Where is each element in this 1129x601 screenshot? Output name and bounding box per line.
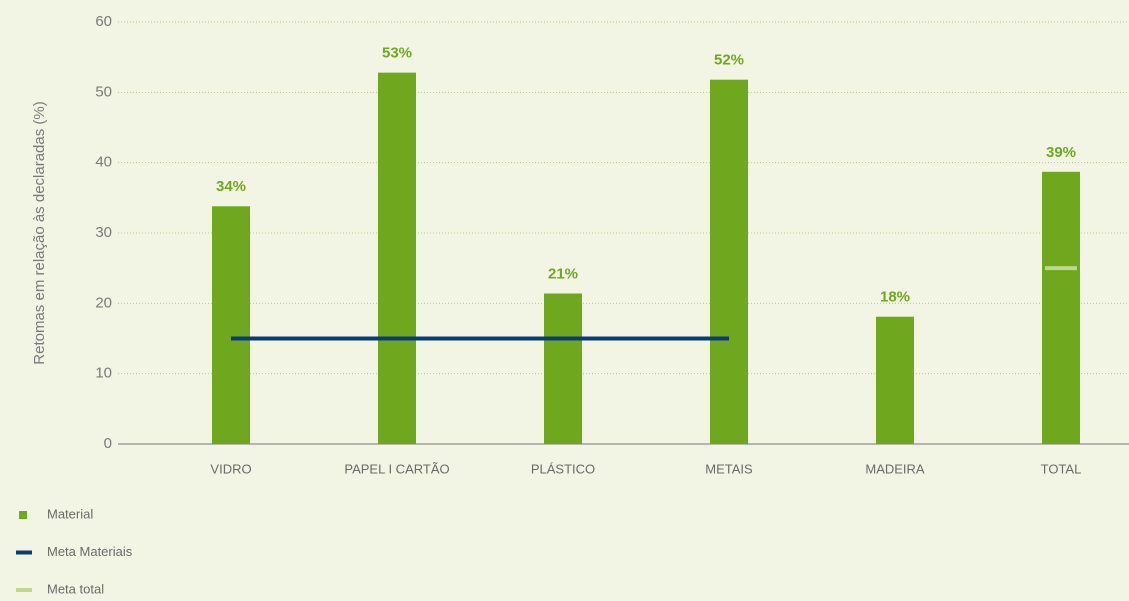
legend-swatch xyxy=(19,511,27,519)
y-tick-label: 50 xyxy=(95,83,112,100)
x-tick-label: MADEIRA xyxy=(865,461,925,476)
value-label: 39% xyxy=(1046,144,1076,161)
value-label: 21% xyxy=(548,265,578,282)
legend-label: Material xyxy=(47,506,93,521)
y-tick-label: 0 xyxy=(104,435,112,452)
y-axis-title: Retomas em relação às declaradas (%) xyxy=(31,101,48,364)
x-tick-label: PAPEL I CARTÃO xyxy=(344,461,449,476)
y-tick-label: 60 xyxy=(95,13,112,30)
value-label: 52% xyxy=(714,52,744,69)
legend-swatch xyxy=(16,588,32,592)
legend-swatch xyxy=(16,550,32,555)
value-label: 34% xyxy=(216,178,246,195)
x-tick-label: VIDRO xyxy=(210,461,251,476)
y-tick-label: 40 xyxy=(95,154,112,171)
bar xyxy=(212,206,250,444)
y-tick-label: 30 xyxy=(95,224,112,241)
value-label: 18% xyxy=(880,289,910,306)
x-tick-label: PLÁSTICO xyxy=(531,461,595,476)
bar xyxy=(710,79,748,444)
x-tick-label: METAIS xyxy=(705,461,753,476)
bar xyxy=(544,293,582,444)
bar xyxy=(876,316,914,444)
bar xyxy=(1042,171,1080,444)
y-tick-label: 20 xyxy=(95,294,112,311)
value-label: 53% xyxy=(382,45,412,62)
legend-label: Meta Materiais xyxy=(47,544,133,559)
y-tick-label: 10 xyxy=(95,365,112,382)
bar xyxy=(378,72,416,444)
legend-label: Meta total xyxy=(47,581,104,596)
x-tick-label: TOTAL xyxy=(1041,461,1082,476)
